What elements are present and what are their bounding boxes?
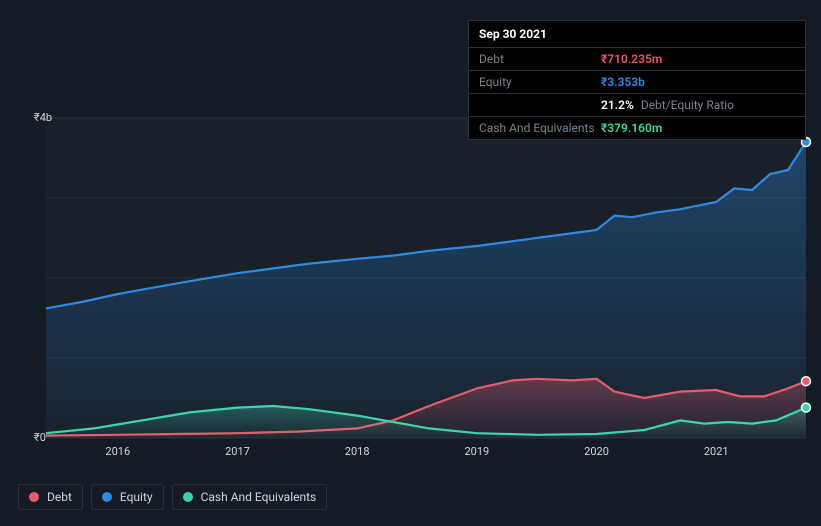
- tooltip-rows: Debt₹710.235mEquity₹3.353b21.2% Debt/Equ…: [469, 48, 805, 139]
- tooltip-label: Debt: [479, 52, 601, 66]
- tooltip-label: Equity: [479, 75, 601, 89]
- tooltip-row: Equity₹3.353b: [469, 71, 805, 94]
- tooltip-row: Cash And Equivalents₹379.160m: [469, 117, 805, 139]
- tooltip-value: ₹3.353b: [601, 75, 645, 89]
- tooltip-sublabel: Debt/Equity Ratio: [638, 98, 734, 112]
- tooltip-box: Sep 30 2021 Debt₹710.235mEquity₹3.353b21…: [468, 20, 806, 140]
- x-axis-label: 2018: [345, 445, 370, 458]
- legend-label: Equity: [120, 490, 153, 504]
- tooltip-value: 21.2% Debt/Equity Ratio: [601, 98, 734, 112]
- x-axis-label: 2016: [105, 445, 130, 458]
- legend-item[interactable]: Cash And Equivalents: [172, 484, 328, 510]
- x-axis-label: 2019: [464, 445, 489, 458]
- tooltip-label: Cash And Equivalents: [479, 121, 601, 135]
- legend-dot-icon: [102, 492, 112, 502]
- x-axis-label: 2020: [584, 445, 609, 458]
- legend-dot-icon: [183, 492, 193, 502]
- legend: Debt Equity Cash And Equivalents: [18, 484, 327, 510]
- x-axis-label: 2021: [704, 445, 729, 458]
- tooltip-date: Sep 30 2021: [469, 21, 805, 48]
- tooltip-value: ₹710.235m: [601, 52, 662, 66]
- legend-item[interactable]: Debt: [18, 484, 83, 510]
- legend-item[interactable]: Equity: [91, 484, 164, 510]
- legend-label: Debt: [47, 490, 72, 504]
- tooltip-row: Debt₹710.235m: [469, 48, 805, 71]
- tooltip-row: 21.2% Debt/Equity Ratio: [469, 94, 805, 117]
- x-axis-labels: 2016 2017 2018 2019 2020 2021: [18, 445, 808, 465]
- tooltip-label: [479, 98, 601, 112]
- chart-area[interactable]: ₹0₹4b: [18, 118, 808, 478]
- legend-label: Cash And Equivalents: [201, 490, 317, 504]
- chart-svg: [46, 118, 806, 438]
- tooltip-value: ₹379.160m: [601, 121, 662, 135]
- x-axis-label: 2017: [225, 445, 250, 458]
- legend-dot-icon: [29, 492, 39, 502]
